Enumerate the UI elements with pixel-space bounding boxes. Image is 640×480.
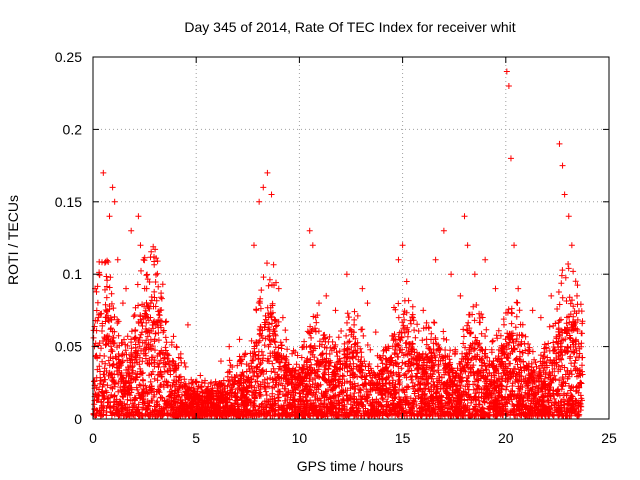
roti-point: [409, 314, 416, 321]
roti-point: [464, 242, 471, 249]
roti-point: [332, 307, 339, 314]
roti-point: [123, 285, 130, 292]
roti-point: [128, 227, 135, 234]
roti-point: [515, 285, 522, 292]
roti-point: [143, 285, 150, 292]
roti-point: [160, 329, 167, 336]
x-tick-label: 15: [395, 430, 411, 446]
roti-point: [137, 242, 144, 249]
roti-point: [197, 372, 204, 379]
chart-title: Day 345 of 2014, Rate Of TEC Index for r…: [184, 19, 515, 35]
x-tick-label: 5: [192, 430, 200, 446]
roti-point: [135, 213, 142, 220]
roti-point: [511, 242, 518, 249]
roti-point: [306, 227, 313, 234]
roti-point: [250, 242, 257, 249]
roti-point: [236, 336, 243, 343]
roti-point: [403, 278, 410, 285]
y-tick-label: 0.1: [63, 266, 83, 282]
x-tick-label: 20: [498, 430, 514, 446]
roti-point: [217, 358, 224, 365]
roti-point: [359, 285, 366, 292]
roti-point: [100, 169, 107, 176]
roti-point: [140, 256, 147, 263]
roti-point: [448, 271, 455, 278]
axes: 0 0.05 0.1 0.15 0.2 0.25 0 5 10 15 20 25: [55, 49, 617, 446]
roti-point: [432, 256, 439, 263]
data-points: [90, 68, 586, 420]
roti-point: [268, 191, 275, 198]
roti-point: [109, 184, 116, 191]
roti-point: [157, 307, 164, 314]
roti-point: [372, 329, 379, 336]
x-tick-label: 25: [601, 430, 617, 446]
roti-point: [323, 292, 330, 299]
roti-point: [184, 321, 191, 328]
roti-point: [420, 307, 427, 314]
roti-point: [440, 227, 447, 234]
roti-point: [457, 292, 464, 299]
roti-point: [529, 307, 536, 314]
roti-point: [503, 68, 510, 75]
roti-point-cloud: [90, 243, 586, 420]
grid-lines: [93, 57, 609, 419]
roti-point: [264, 169, 271, 176]
roti-point: [556, 140, 563, 147]
x-tick-label: 10: [292, 430, 308, 446]
y-tick-label: 0.15: [55, 194, 82, 210]
roti-point: [147, 300, 154, 307]
roti-point: [164, 350, 171, 357]
roti-point: [172, 365, 179, 372]
roti-point: [561, 191, 568, 198]
y-tick-label: 0.2: [63, 121, 83, 137]
roti-point: [559, 162, 566, 169]
x-tick-label: 0: [89, 430, 97, 446]
y-tick-label: 0: [74, 411, 82, 427]
roti-point: [482, 256, 489, 263]
x-axis-label: GPS time / hours: [297, 458, 404, 474]
roti-point: [395, 256, 402, 263]
roti-point: [343, 271, 350, 278]
roti-point: [537, 314, 544, 321]
roti-point: [461, 213, 468, 220]
roti-point: [106, 213, 113, 220]
roti-point: [153, 321, 160, 328]
roti-point: [275, 285, 282, 292]
roti-point: [548, 292, 555, 299]
y-tick-label: 0.05: [55, 339, 82, 355]
roti-point: [505, 82, 512, 89]
roti-point: [111, 198, 118, 205]
roti-point: [279, 314, 286, 321]
plot-frame: [92, 56, 610, 420]
roti-point: [471, 271, 478, 278]
roti-point: [119, 300, 126, 307]
roti-point: [351, 321, 358, 328]
y-tick-label: 0.25: [55, 49, 82, 65]
roti-point: [399, 242, 406, 249]
roti-point: [226, 343, 233, 350]
roti-point: [565, 213, 572, 220]
roti-point: [309, 242, 316, 249]
roti-point: [260, 184, 267, 191]
y-axis-label: ROTI / TECUs: [5, 195, 21, 285]
roti-point: [364, 300, 371, 307]
roti-point: [316, 300, 323, 307]
roti-point: [114, 256, 121, 263]
roti-point: [574, 292, 581, 299]
roti-point: [507, 155, 514, 162]
roti-point: [492, 285, 499, 292]
roti-point: [256, 198, 263, 205]
roti-point: [568, 242, 575, 249]
